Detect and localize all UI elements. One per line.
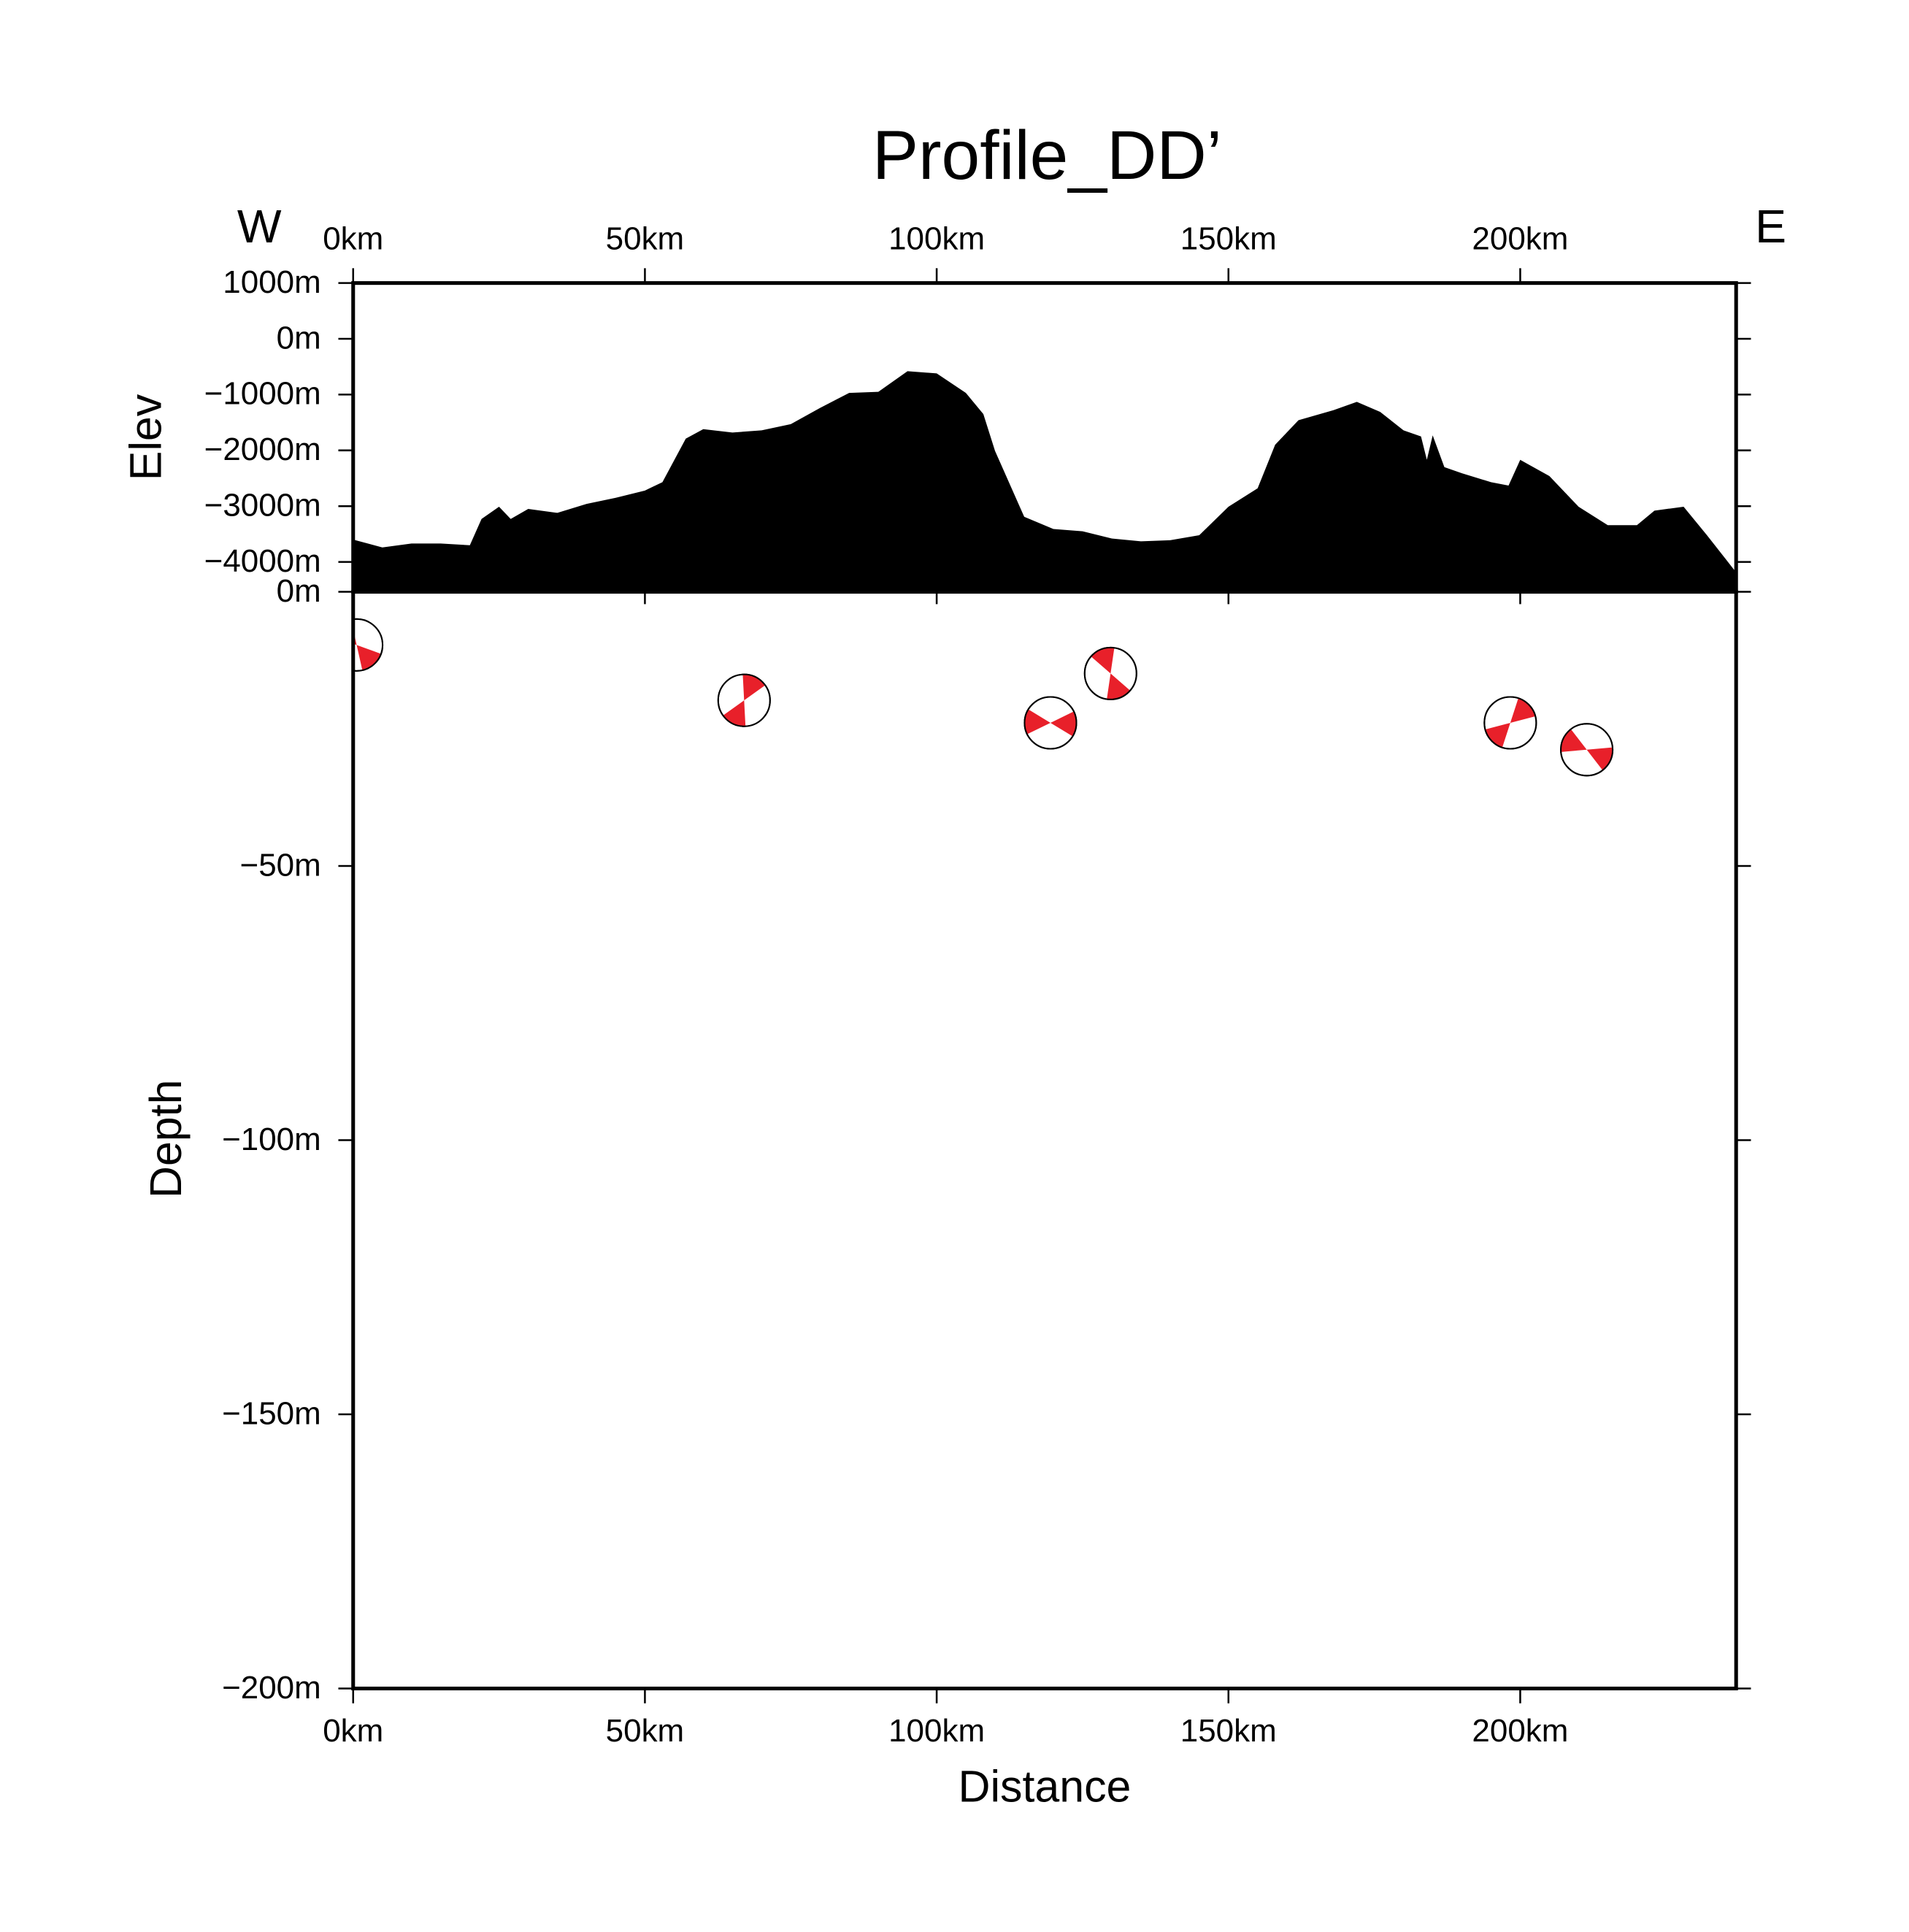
x-tick-label: 150km (1180, 1713, 1277, 1749)
focal-mechanism (1560, 723, 1614, 777)
y-tick-label: −3000m (204, 488, 321, 524)
y-tick-label: 0m (277, 320, 321, 356)
y-tick-label: −2000m (204, 432, 321, 467)
y-axis-label: Elev (121, 394, 171, 480)
beachball-outline (1483, 696, 1537, 750)
x-tick-label: 0km (323, 221, 383, 257)
annotation: W (237, 200, 282, 253)
annotation: E (1755, 200, 1786, 253)
x-tick-label: 50km (606, 1713, 685, 1749)
beachball-compression (1024, 709, 1077, 737)
y-tick-label: −150m (222, 1395, 321, 1431)
beachball-compression (1485, 698, 1536, 748)
chart-title: Profile_DD’ (872, 117, 1222, 194)
focal-mechanism (1023, 696, 1078, 750)
panel-frame (351, 589, 1738, 1691)
x-tick-label: 150km (1180, 221, 1277, 257)
focal-mechanism (717, 673, 771, 727)
y-tick-label: −50m (240, 847, 321, 883)
beachball-outline (1083, 646, 1137, 700)
beachball-outline (717, 673, 771, 727)
x-tick-label: 200km (1472, 221, 1568, 257)
focal-mechanism (353, 618, 384, 672)
beachball-outline (1023, 696, 1078, 750)
y-tick-label: 1000m (223, 264, 320, 300)
y-tick-label: 0m (277, 573, 321, 609)
beachball-compression (723, 674, 766, 727)
beachball-outline (353, 618, 384, 672)
beachball-compression (353, 629, 381, 670)
elevation-area (353, 371, 1735, 592)
x-tick-label: 0km (323, 1713, 383, 1749)
x-tick-label: 100km (888, 1713, 985, 1749)
y-axis-label: Depth (141, 1080, 191, 1198)
x-tick-label: 200km (1472, 1713, 1568, 1749)
x-tick-label: 50km (606, 221, 685, 257)
x-tick-label: 100km (888, 221, 985, 257)
focal-mechanism (1483, 696, 1537, 750)
y-tick-label: −100m (222, 1122, 321, 1157)
y-tick-label: −4000m (204, 543, 321, 579)
y-tick-label: −1000m (204, 376, 321, 412)
beachball-compression (1561, 729, 1613, 770)
x-axis-label: Distance (959, 1761, 1132, 1811)
beachball-outline (1560, 723, 1614, 777)
y-tick-label: −200m (222, 1670, 321, 1706)
focal-mechanism (1083, 646, 1137, 700)
